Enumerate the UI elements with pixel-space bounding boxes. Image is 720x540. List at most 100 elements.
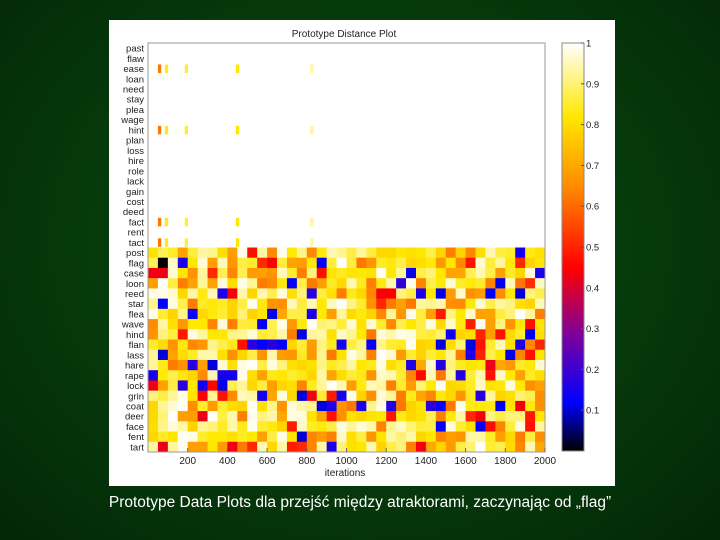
- heatmap-cell: [495, 247, 506, 259]
- heatmap-cell: [217, 257, 228, 269]
- heatmap-cell: [376, 247, 387, 259]
- heatmap-cell: [237, 308, 248, 320]
- heatmap-cell: [336, 339, 347, 351]
- heatmap-cell: [475, 319, 486, 330]
- heatmap-cell: [535, 319, 546, 330]
- heatmap-cell: [535, 441, 546, 453]
- heatmap-cell: [366, 339, 377, 351]
- heatmap-cell: [415, 267, 427, 279]
- heatmap-cell: [306, 278, 318, 289]
- row-label-grin: grin: [128, 391, 144, 402]
- heatmap-cell: [197, 308, 208, 320]
- heatmap-cell: [187, 400, 198, 412]
- heatmap-cell: [237, 370, 248, 381]
- heatmap-cell: [406, 319, 417, 330]
- heatmap-cell: [455, 370, 466, 381]
- heatmap-cell: [535, 308, 546, 320]
- heatmap-cell: [277, 370, 288, 381]
- heatmap-cell: [148, 349, 159, 361]
- heatmap-cell: [187, 278, 198, 289]
- heatmap-cell: [525, 257, 536, 269]
- heatmap-cell: [505, 308, 516, 320]
- heatmap-cell: [187, 257, 198, 269]
- heatmap-cell: [396, 411, 407, 422]
- heatmap-cell: [148, 288, 159, 299]
- heatmap-chart: Prototype Distance Plot pastflaweaseloan…: [120, 29, 599, 479]
- heatmap-cell: [525, 267, 536, 279]
- heatmap-cell: [197, 278, 208, 289]
- row-label-star: star: [128, 299, 144, 310]
- heatmap-cell: [286, 441, 298, 453]
- heatmap-cell: [356, 339, 367, 351]
- heatmap-cell: [505, 298, 516, 310]
- heatmap-cell: [445, 278, 456, 289]
- heatmap-cell: [396, 288, 407, 299]
- heatmap-cell: [257, 267, 268, 279]
- heatmap-cell: [157, 441, 169, 453]
- heatmap-cell: [396, 370, 407, 381]
- heatmap-cell: [227, 370, 238, 381]
- heatmap-cell: [346, 400, 357, 412]
- heatmap-cell: [465, 298, 476, 310]
- heatmap-cell: [465, 329, 476, 340]
- heatmap-cell: [237, 257, 248, 269]
- heatmap-cell: [455, 288, 466, 299]
- heatmap-cell: [465, 359, 476, 371]
- heatmap-cell: [184, 125, 189, 135]
- heatmap-cell: [515, 349, 526, 361]
- heatmap-cell: [177, 441, 189, 453]
- heatmap-cell: [445, 380, 456, 391]
- heatmap-cell: [326, 349, 337, 361]
- heatmap-cell: [207, 308, 218, 320]
- x-tick-label-1600: 1600: [454, 456, 477, 467]
- heatmap-cell: [336, 380, 347, 391]
- heatmap-cell: [326, 421, 337, 432]
- row-label-deed: deed: [123, 207, 144, 218]
- row-labels: pastflaweaseloanneedstaypleawagehintplan…: [120, 44, 144, 454]
- heatmap-cell: [148, 359, 159, 371]
- heatmap-cell: [356, 359, 367, 371]
- heatmap-cell: [396, 339, 407, 351]
- heatmap-cell: [415, 339, 427, 351]
- heatmap-cell: [316, 370, 327, 381]
- heatmap-cell: [167, 298, 179, 310]
- heatmap-cell: [286, 257, 298, 269]
- heatmap-cell: [415, 298, 427, 310]
- heatmap-cell: [366, 390, 377, 402]
- heatmap-cell: [386, 329, 397, 340]
- heatmap-cell: [366, 380, 377, 391]
- heatmap-cell: [157, 64, 162, 73]
- heatmap-cell: [267, 390, 278, 402]
- heatmap-cell: [237, 390, 248, 402]
- heatmap-cell: [495, 288, 506, 299]
- heatmap-cell: [485, 278, 496, 289]
- heatmap-cell: [167, 441, 179, 453]
- heatmap-cell: [346, 359, 357, 371]
- heatmap-cell: [535, 298, 546, 310]
- row-label-plea: plea: [126, 105, 145, 116]
- heatmap-cell: [217, 278, 228, 289]
- heatmap-cell: [465, 339, 476, 351]
- heatmap-cell: [157, 217, 162, 227]
- heatmap-cell: [207, 431, 218, 443]
- heatmap-cell: [306, 349, 318, 361]
- heatmap-cell: [455, 308, 466, 320]
- heatmap-cell: [177, 247, 189, 259]
- heatmap-cell: [356, 370, 367, 381]
- heatmap-cell: [525, 319, 536, 330]
- heatmap-cell: [535, 278, 546, 289]
- heatmap-cell: [376, 298, 387, 310]
- heatmap-cell: [475, 339, 486, 351]
- heatmap-cell: [485, 441, 496, 453]
- heatmap-cell: [445, 400, 456, 412]
- heatmap-cell: [366, 411, 377, 422]
- heatmap-cell: [425, 380, 437, 391]
- heatmap-cell: [286, 308, 298, 320]
- heatmap-cell: [465, 370, 476, 381]
- heatmap-cell: [336, 278, 347, 289]
- heatmap-cell: [425, 319, 437, 330]
- heatmap-cell: [167, 370, 179, 381]
- heatmap-cell: [197, 267, 208, 279]
- heatmap-cell: [406, 390, 417, 402]
- heatmap-cell: [207, 319, 218, 330]
